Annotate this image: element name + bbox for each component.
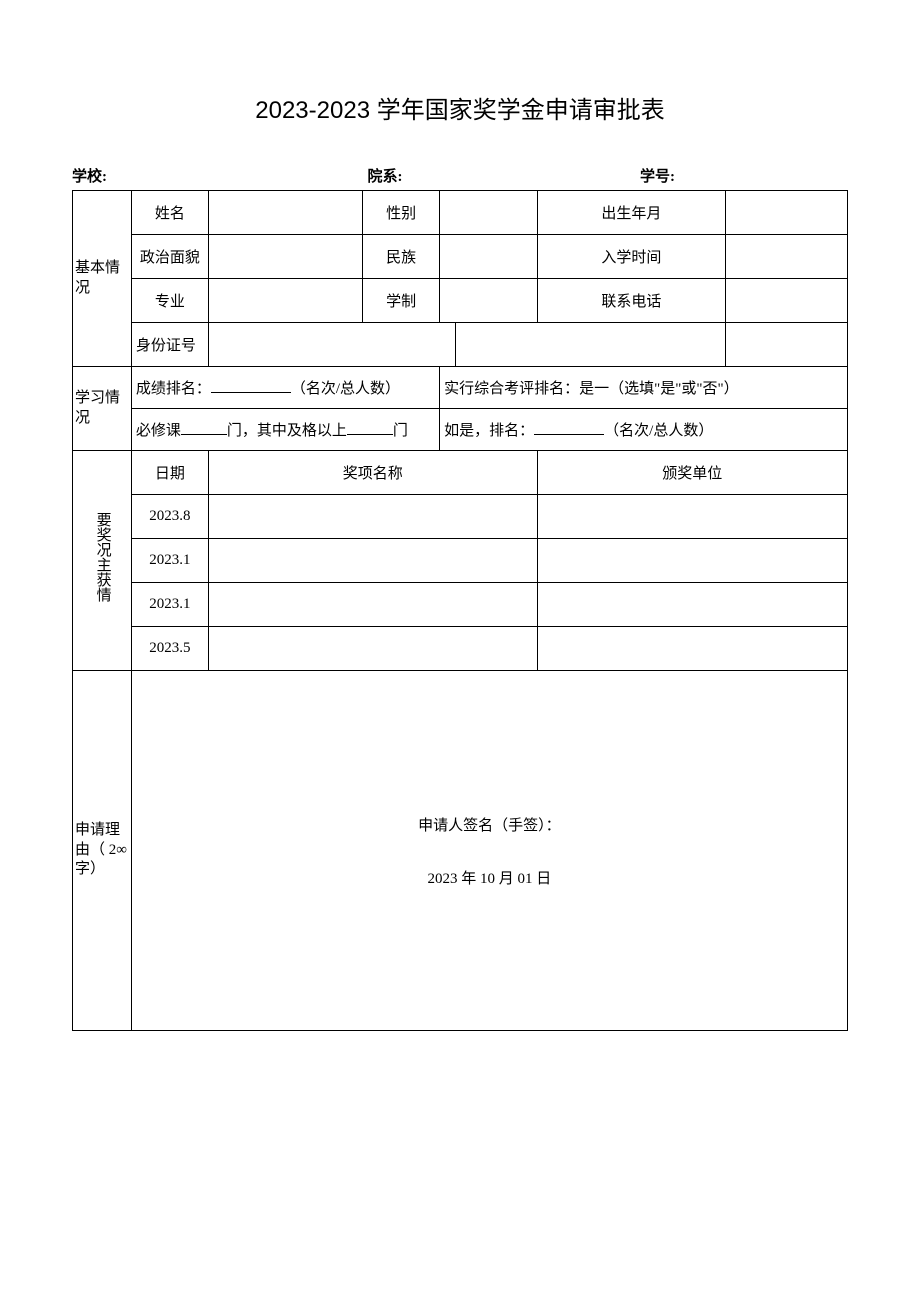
award-date: 2023.1	[131, 539, 208, 583]
award-org[interactable]	[537, 583, 848, 627]
award-name[interactable]	[208, 627, 537, 671]
student-id-label: 学号:	[640, 165, 688, 186]
ifyes-prefix: 如是，排名：	[444, 423, 534, 439]
award-org-header: 颁奖单位	[537, 451, 848, 495]
courses-mid: 门，其中及格以上	[227, 423, 347, 439]
rank-prefix: 成绩排名：	[136, 381, 211, 397]
application-table: 基本情况 姓名 性别 出生年月 政治面貌 民族 入学时间 专业 学制 联系电话 …	[72, 190, 848, 1031]
courses-prefix: 必修课	[136, 423, 181, 439]
ifyes-suffix: （名次/总人数）	[604, 423, 713, 439]
signature-date: 2023 年 10 月 01 日	[428, 867, 552, 888]
grade-rank-cell[interactable]: 成绩排名： （名次/总人数）	[131, 367, 439, 409]
awards-section-label: 要奖况主获情	[73, 451, 132, 671]
major-label: 专业	[131, 279, 208, 323]
courses-suffix: 门	[393, 423, 408, 439]
name-label: 姓名	[131, 191, 208, 235]
study-section-label: 学习情况	[73, 367, 132, 451]
name-value[interactable]	[208, 191, 362, 235]
reason-cell[interactable]: 申请人签名（手签）： 2023 年 10 月 01 日	[131, 671, 847, 1031]
award-name[interactable]	[208, 495, 537, 539]
basic-section-label: 基本情况	[73, 191, 132, 367]
politics-value[interactable]	[208, 235, 362, 279]
birth-label: 出生年月	[537, 191, 726, 235]
gender-value[interactable]	[440, 191, 537, 235]
birth-value[interactable]	[726, 191, 848, 235]
award-org[interactable]	[537, 539, 848, 583]
phone-label: 联系电话	[537, 279, 726, 323]
idcard-extra-2[interactable]	[726, 323, 848, 367]
signature-label: 申请人签名（手签）：	[418, 814, 561, 835]
award-date: 2023.8	[131, 495, 208, 539]
phone-value[interactable]	[726, 279, 848, 323]
school-label: 学校:	[72, 165, 130, 186]
major-value[interactable]	[208, 279, 362, 323]
page-title: 2023-2023 学年国家奖学金申请审批表	[72, 90, 848, 125]
system-label: 学制	[363, 279, 440, 323]
award-date: 2023.1	[131, 583, 208, 627]
award-name[interactable]	[208, 539, 537, 583]
dept-label: 院系:	[361, 165, 409, 186]
ifyes-cell[interactable]: 如是，排名： （名次/总人数）	[440, 409, 848, 451]
eval-cell[interactable]: 实行综合考评排名：是一（选填"是"或"否"）	[440, 367, 848, 409]
idcard-extra-1[interactable]	[456, 323, 726, 367]
award-date-header: 日期	[131, 451, 208, 495]
award-name[interactable]	[208, 583, 537, 627]
rank-suffix: （名次/总人数）	[291, 381, 400, 397]
ethnic-label: 民族	[363, 235, 440, 279]
award-org[interactable]	[537, 495, 848, 539]
system-value[interactable]	[440, 279, 537, 323]
award-date: 2023.5	[131, 627, 208, 671]
idcard-value[interactable]	[208, 323, 455, 367]
reason-section-label: 申请理由（ 2∞字）	[73, 671, 132, 1031]
header-row: 学校: 院系: 学号:	[72, 165, 848, 186]
ethnic-value[interactable]	[440, 235, 537, 279]
enroll-label: 入学时间	[537, 235, 726, 279]
politics-label: 政治面貌	[131, 235, 208, 279]
award-org[interactable]	[537, 627, 848, 671]
idcard-label: 身份证号	[131, 323, 208, 367]
award-name-header: 奖项名称	[208, 451, 537, 495]
gender-label: 性别	[363, 191, 440, 235]
courses-cell[interactable]: 必修课 门，其中及格以上 门	[131, 409, 439, 451]
enroll-value[interactable]	[726, 235, 848, 279]
